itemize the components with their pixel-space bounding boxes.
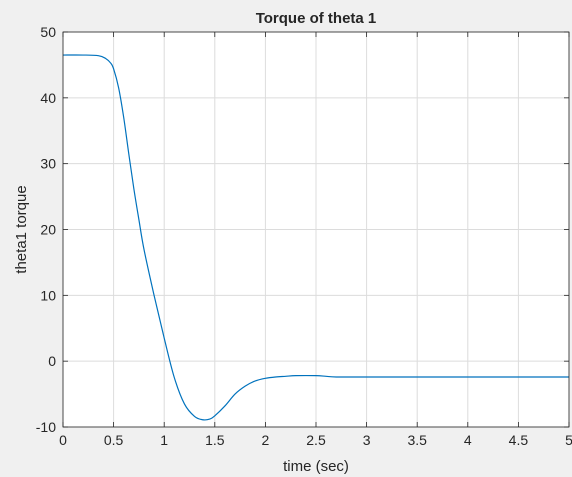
x-tick-label: 0.5: [104, 432, 124, 448]
y-axis-label: theta1 torque: [13, 185, 30, 273]
y-tick-label: 20: [40, 222, 56, 238]
x-tick-label: 2: [262, 432, 270, 448]
y-tick-label: -10: [36, 419, 56, 435]
x-tick-label: 1: [160, 432, 168, 448]
y-tick-label: 10: [40, 287, 56, 303]
chart-title: Torque of theta 1: [256, 10, 377, 27]
y-tick-label: 0: [48, 353, 56, 369]
x-tick-label: 4.5: [509, 432, 529, 448]
y-axis-ticks: -10 0 10 20 30 40 50: [36, 24, 569, 435]
x-tick-label: 1.5: [205, 432, 225, 448]
x-tick-label: 2.5: [306, 432, 326, 448]
x-axis-ticks: 0 0.5 1 1.5 2 2.5 3 3.5 4 4.5 5: [59, 32, 572, 448]
series-line-theta1-torque: [62, 54, 569, 421]
x-tick-label: 4: [464, 432, 472, 448]
y-tick-label: 40: [40, 90, 56, 106]
x-axis-label: time (sec): [283, 458, 349, 475]
y-tick-label: 30: [40, 156, 56, 172]
y-tick-label: 50: [40, 24, 56, 40]
x-tick-label: 0: [59, 432, 67, 448]
x-tick-label: 3: [363, 432, 371, 448]
x-tick-label: 3.5: [407, 432, 427, 448]
x-tick-label: 5: [565, 432, 572, 448]
